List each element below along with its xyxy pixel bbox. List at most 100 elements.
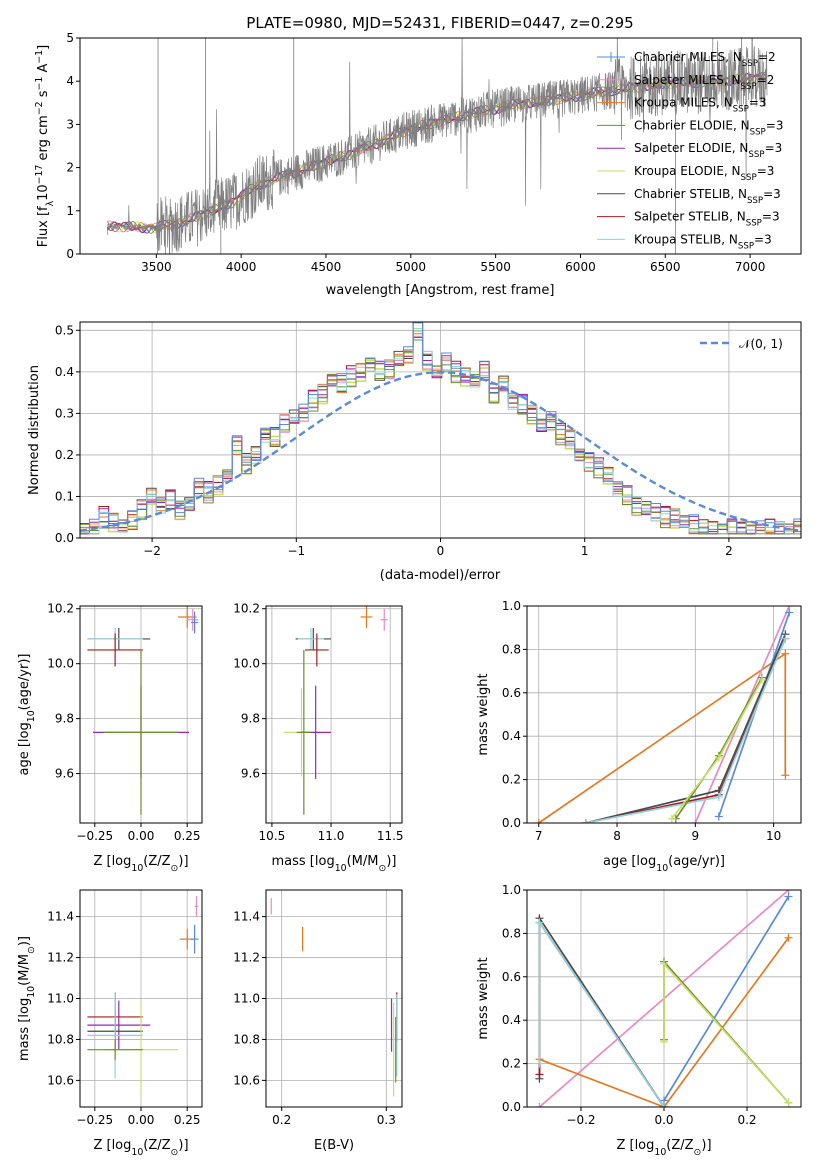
y-tick-label: 0.2: [502, 1057, 521, 1071]
y-tick-label: 10.2: [47, 602, 74, 616]
label-part: age [log: [603, 854, 656, 869]
weight-line: [539, 937, 790, 1107]
x-tick-label: 0.25: [174, 1113, 201, 1127]
legend-label: Salpeter MILES, NSSP=2: [634, 73, 774, 92]
label-part: (M/M: [347, 854, 379, 869]
y-tick-label: 3: [66, 117, 74, 131]
axes-age_vs_Z: −0.25 0.00 0.259.69.810.010.2Z [log10(Z/Z⊙…: [17, 602, 203, 874]
label-part: =3: [757, 164, 775, 178]
label-part: =3: [749, 96, 767, 110]
y-tick-label: 2: [66, 161, 74, 175]
x-tick-label: 3500: [141, 260, 172, 274]
label-part: 10: [131, 863, 143, 874]
label-part: =3: [763, 187, 781, 201]
x-tick-label: 0.00: [128, 829, 155, 843]
label-part: 10: [654, 1147, 666, 1158]
legend-label: Kroupa ELODIE, NSSP=3: [634, 164, 774, 183]
x-tick-label: 11.5: [377, 829, 404, 843]
y-tick-label: 0.4: [502, 1013, 521, 1027]
x-tick-label: −2: [143, 544, 161, 558]
y-tick-label: 10.0: [233, 657, 260, 671]
weight-line: [585, 638, 787, 823]
y-tick-label: 11.0: [233, 992, 260, 1006]
label-part: =3: [762, 210, 780, 224]
label-part: λ: [45, 200, 56, 206]
grid: [527, 605, 801, 824]
normal-curve: [80, 371, 799, 532]
label-part: Kroupa MILES, N: [634, 96, 733, 110]
y-tick-label: 0.0: [55, 531, 74, 545]
label-part: 10: [26, 710, 37, 722]
x-tick-label: −0.25: [76, 829, 113, 843]
plot-area: [534, 606, 794, 823]
label-part: ⊙: [26, 946, 37, 954]
axes-residuals: −2 −1 0 1 2 0.0 0.1 0.2 0.3 0.4 0.5 𝒩(0, 1) (data-mo…: [27, 321, 802, 583]
x-tick-label: 11.0: [318, 829, 345, 843]
y-tick-label: 9.8: [241, 712, 260, 726]
label-part: SSP: [750, 127, 766, 137]
x-tick-label: 4500: [311, 260, 342, 274]
label-part: −1: [34, 77, 45, 91]
y-tick-label: 10.6: [47, 1073, 74, 1087]
error-cross: [297, 627, 324, 650]
grid: [80, 322, 801, 539]
y-tick-label: 9.6: [55, 767, 74, 781]
y-tick-label: 11.2: [47, 951, 74, 965]
weight-line: [663, 896, 790, 1101]
error-cross: [190, 611, 199, 634]
label-part: Chabrier STELIB, N: [634, 187, 747, 201]
error-cross: [187, 608, 199, 631]
error-cross: [87, 1039, 143, 1060]
label-part: (Z/Z: [143, 1138, 170, 1153]
label-part: =2: [757, 73, 775, 87]
y-tick-label: 0.4: [55, 365, 74, 379]
label-part: )]: [701, 1138, 711, 1153]
y-tick-label: 0.2: [55, 448, 74, 462]
y-axis-label: mass [log10(M/M⊙)]: [17, 936, 37, 1061]
label-part: =3: [754, 232, 772, 246]
plot-area: [270, 898, 398, 1097]
plot-area: [283, 606, 388, 815]
y-tick-label: 1.0: [502, 883, 521, 897]
error-cross: [104, 649, 178, 815]
x-axis-label: wavelength [Angstrom, rest frame]: [326, 283, 555, 298]
label-part: ⊙: [378, 863, 386, 874]
y-tick-label: 0: [66, 247, 74, 261]
y-axis-label: Normed distribution: [27, 365, 42, 495]
label-part: ⊙: [171, 863, 179, 874]
error-cross: [194, 896, 199, 917]
legend-label: Chabrier ELODIE, NSSP=3: [634, 118, 783, 137]
x-tick-label: 6000: [565, 260, 596, 274]
axes-age_vs_mass: 10.5 11.0 11.5 9.6 9.8 10.0 10.2 mass [log10(M/…: [233, 602, 403, 874]
weight-line: [585, 633, 787, 823]
x-tick-label: 7000: [735, 260, 766, 274]
label-part: age [log: [17, 722, 32, 775]
error-cross: [87, 633, 143, 667]
axes-weight_vs_Z: −0.2 0.0 0.2 0.0 0.2 0.4 0.6 0.8 1.0 Z [log10(Z/Z…: [476, 883, 802, 1158]
error-cross: [87, 1000, 151, 1050]
x-tick-label: 0.2: [272, 1113, 291, 1127]
x-axis-label: age [log10(age/yr)]: [603, 854, 725, 874]
x-tick-label: 8: [613, 829, 621, 843]
y-tick-label: 10.0: [47, 657, 74, 671]
label-part: Salpeter STELIB, N: [634, 210, 746, 224]
legend-label: Chabrier STELIB, NSSP=3: [634, 187, 781, 206]
label-part: s: [36, 90, 51, 101]
label-part: SSP: [733, 105, 749, 115]
axes-spectrum: 3500 4000 4500 5000 5500 6000 6500 7000 0 1 2 3 4 5 Ch…: [34, 31, 802, 298]
y-tick-label: 1: [66, 204, 74, 218]
plot-area: [87, 896, 199, 1097]
x-axis-label: Z [log10(Z/Z⊙)]: [93, 854, 188, 874]
y-tick-label: 0.8: [502, 642, 521, 656]
y-tick-label: 0.0: [502, 816, 521, 830]
x-tick-label: 9: [691, 829, 699, 843]
label-part: Kroupa ELODIE, N: [634, 164, 741, 178]
y-tick-label: 10.6: [233, 1073, 260, 1087]
y-tick-label: 11.0: [47, 992, 74, 1006]
label-part: Salpeter ELODIE, N: [634, 141, 748, 155]
axes-frame: [265, 605, 403, 824]
y-tick-label: 1.0: [502, 599, 521, 613]
x-tick-label: 0.2: [737, 1113, 756, 1127]
